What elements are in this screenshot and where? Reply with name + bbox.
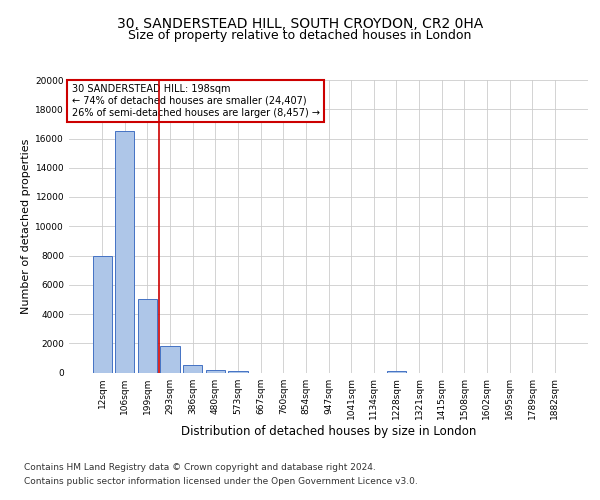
Bar (229, 370, 248, 372)
Bar (138, 300, 157, 372)
Text: 30, SANDERSTEAD HILL, SOUTH CROYDON, CR2 0HA: 30, SANDERSTEAD HILL, SOUTH CROYDON, CR2… (117, 18, 483, 32)
Text: Contains public sector information licensed under the Open Government Licence v3: Contains public sector information licen… (24, 477, 418, 486)
Y-axis label: Number of detached properties: Number of detached properties (21, 138, 31, 314)
Text: Contains HM Land Registry data © Crown copyright and database right 2024.: Contains HM Land Registry data © Crown c… (24, 464, 376, 472)
Bar (115, 131, 134, 372)
Text: Size of property relative to detached houses in London: Size of property relative to detached ho… (128, 29, 472, 42)
Bar (206, 370, 225, 372)
Text: 30 SANDERSTEAD HILL: 198sqm
← 74% of detached houses are smaller (24,407)
26% of: 30 SANDERSTEAD HILL: 198sqm ← 74% of det… (71, 84, 320, 117)
X-axis label: Distribution of detached houses by size in London: Distribution of detached houses by size … (181, 425, 476, 438)
Bar (160, 346, 180, 372)
Bar (387, 370, 406, 372)
Bar (92, 256, 112, 372)
Bar (183, 365, 202, 372)
